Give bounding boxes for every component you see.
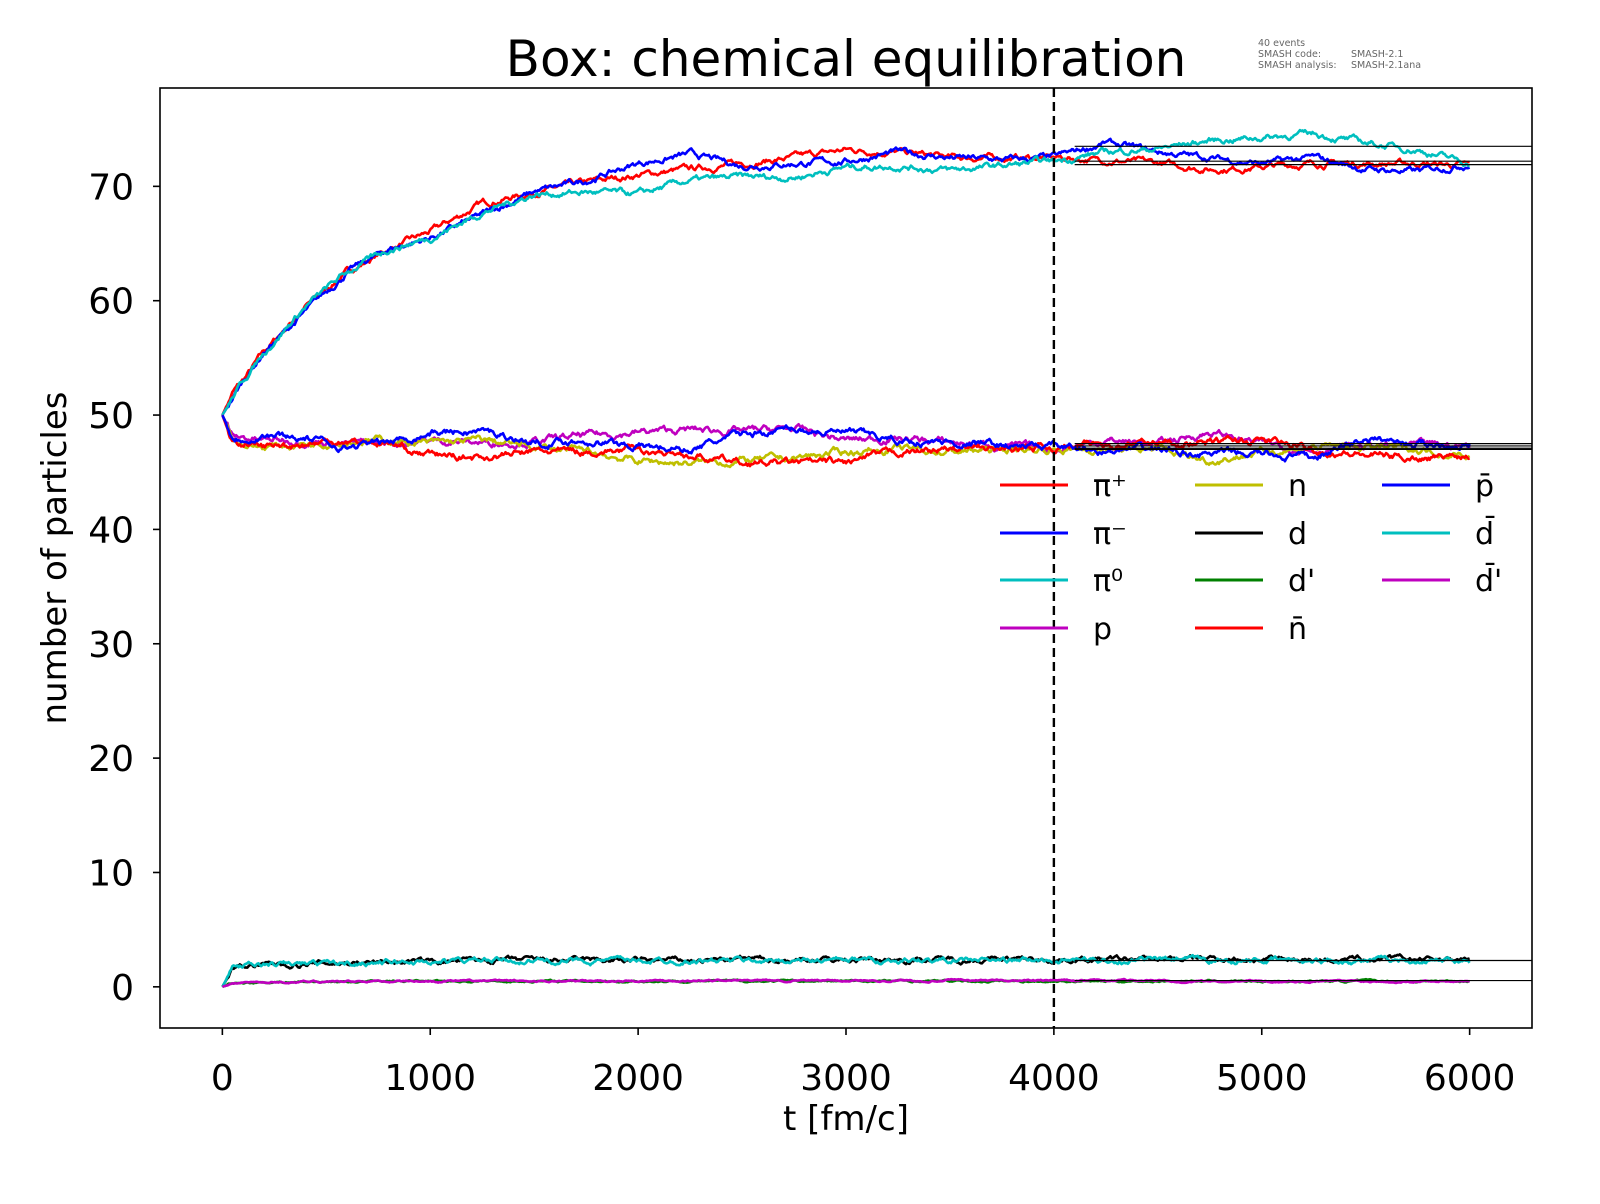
legend-label: n bbox=[1288, 469, 1307, 504]
plot-frame bbox=[159, 87, 1533, 1029]
legend-entry: d̄' bbox=[1382, 563, 1502, 599]
x-axis-label: t [fm/c] bbox=[783, 1099, 909, 1139]
legend-entry: d̄ bbox=[1382, 516, 1494, 552]
annotation-analysis-value: SMASH-2.1ana bbox=[1351, 60, 1421, 71]
run-annotation: 40 events SMASH code: SMASH-2.1 SMASH an… bbox=[1258, 38, 1421, 71]
x-tick-label: 3000 bbox=[800, 1058, 892, 1099]
y-tick-label: 50 bbox=[88, 396, 134, 437]
x-tick-label: 6000 bbox=[1424, 1058, 1516, 1099]
legend-label: π⁻ bbox=[1093, 517, 1127, 552]
legend-label: d̄ bbox=[1475, 516, 1494, 552]
legend-label: d' bbox=[1288, 564, 1315, 599]
legend-entry: π⁺ bbox=[1000, 469, 1127, 504]
legend-entry: n̄ bbox=[1195, 612, 1307, 647]
y-tick-label: 70 bbox=[88, 167, 134, 208]
y-tick-label: 40 bbox=[88, 510, 134, 551]
y-tick-label: 60 bbox=[88, 282, 134, 323]
legend-entry: d' bbox=[1195, 564, 1315, 599]
y-tick-label: 0 bbox=[111, 968, 134, 1009]
series-line bbox=[221, 414, 1471, 468]
series-line bbox=[221, 953, 1471, 988]
legend-label: d̄' bbox=[1475, 563, 1502, 599]
y-tick-label: 20 bbox=[88, 739, 134, 780]
series-line bbox=[221, 137, 1471, 416]
legend-label: π⁰ bbox=[1093, 564, 1123, 599]
annotation-code-label: SMASH code: bbox=[1258, 49, 1321, 60]
x-tick-label: 4000 bbox=[1008, 1058, 1100, 1099]
legend-label: p̄ bbox=[1475, 469, 1494, 504]
plot-area bbox=[221, 88, 1532, 1028]
legend-entry: n bbox=[1195, 469, 1307, 504]
legend-entry: p̄ bbox=[1382, 469, 1494, 504]
chart-title: Box: chemical equilibration bbox=[506, 30, 1187, 88]
y-tick-label: 30 bbox=[88, 625, 134, 666]
legend-label: d bbox=[1288, 517, 1307, 552]
x-tick-label: 5000 bbox=[1216, 1058, 1308, 1099]
y-axis-label: number of particles bbox=[35, 391, 75, 724]
x-tick-label: 2000 bbox=[592, 1058, 684, 1099]
legend-entry: d bbox=[1195, 517, 1307, 552]
legend-entry: π⁰ bbox=[1000, 564, 1123, 599]
series-line bbox=[221, 414, 1471, 463]
series-line bbox=[221, 146, 1470, 416]
x-tick-label: 1000 bbox=[384, 1058, 476, 1099]
legend-entry: π⁻ bbox=[1000, 517, 1127, 552]
axis-ticks: 0 1000 2000 3000 4000 5000 6000 0 10 20 30 40 50 60 70 bbox=[88, 167, 1515, 1099]
annotation-code-value: SMASH-2.1 bbox=[1351, 49, 1403, 60]
legend-label: π⁺ bbox=[1093, 469, 1127, 504]
annotation-events: 40 events bbox=[1258, 38, 1305, 49]
annotation-analysis-label: SMASH analysis: bbox=[1258, 60, 1337, 71]
x-tick-label: 0 bbox=[211, 1058, 234, 1099]
legend-entry: p bbox=[1000, 612, 1112, 647]
legend-label: p bbox=[1093, 612, 1112, 647]
y-tick-label: 10 bbox=[88, 853, 134, 894]
legend-label: n̄ bbox=[1288, 612, 1307, 647]
legend: π⁺ π⁻ π⁰ p nd d' n̄ p̄ d̄ d̄' bbox=[1000, 469, 1502, 647]
series-line bbox=[221, 128, 1470, 416]
